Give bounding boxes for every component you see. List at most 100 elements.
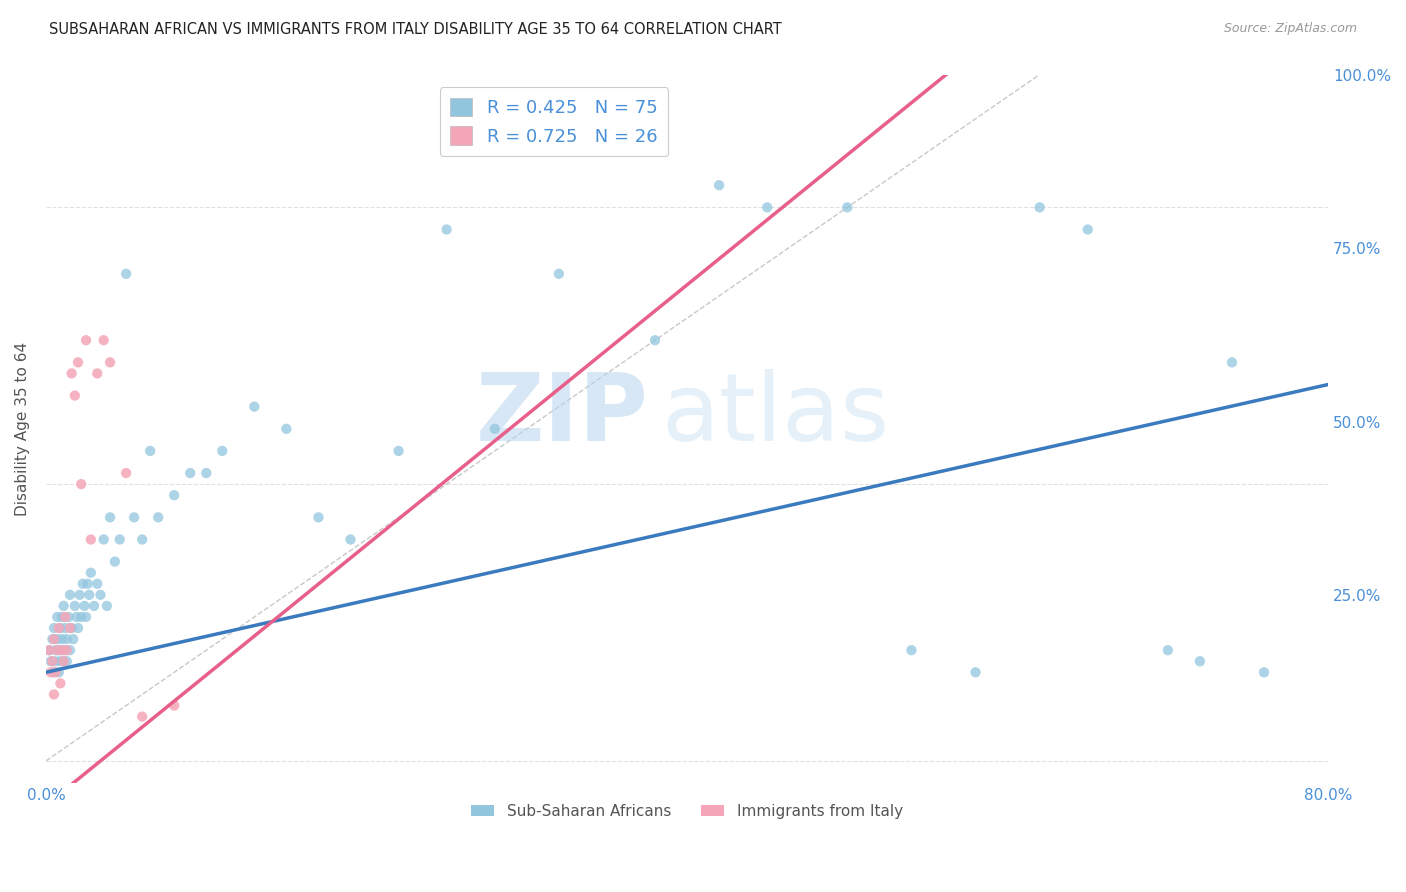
Point [70, 610, 93, 624]
Point [115, 267, 138, 281]
Point [80, 533, 103, 547]
Point [52, 654, 75, 668]
Point [484, 422, 506, 436]
Point [98, 510, 121, 524]
Point [179, 466, 201, 480]
Point [131, 709, 153, 723]
Point [51, 643, 73, 657]
Point [104, 555, 127, 569]
Point [89, 588, 111, 602]
Point [108, 533, 131, 547]
Point [51, 610, 73, 624]
Point [48, 665, 70, 680]
Point [41, 654, 63, 668]
Point [211, 444, 233, 458]
Point [65, 610, 87, 624]
Point [60, 367, 83, 381]
Point [756, 200, 779, 214]
Point [70, 477, 93, 491]
Point [45, 643, 67, 657]
Point [63, 388, 86, 402]
Point [80, 566, 103, 580]
Point [58, 610, 80, 624]
Point [45, 654, 67, 668]
Point [46, 610, 69, 624]
Point [93, 533, 115, 547]
Point [86, 576, 108, 591]
Point [48, 643, 70, 657]
Point [42, 665, 65, 680]
Point [51, 632, 73, 647]
Point [73, 599, 96, 613]
Point [42, 621, 65, 635]
Point [63, 599, 86, 613]
Text: Source: ZipAtlas.com: Source: ZipAtlas.com [1223, 22, 1357, 36]
Point [60, 621, 83, 635]
Point [59, 621, 82, 635]
Point [195, 466, 218, 480]
Point [39, 665, 62, 680]
Point [83, 599, 105, 613]
Point [62, 632, 84, 647]
Point [1220, 355, 1243, 369]
Point [76, 576, 98, 591]
Point [72, 576, 94, 591]
Point [46, 632, 69, 647]
Point [163, 488, 186, 502]
Point [965, 665, 987, 680]
Point [56, 632, 79, 647]
Point [122, 510, 145, 524]
Point [131, 533, 153, 547]
Y-axis label: Disability Age 35 to 64: Disability Age 35 to 64 [15, 342, 30, 516]
Point [49, 621, 72, 635]
Point [46, 643, 69, 657]
Point [75, 333, 97, 347]
Point [837, 200, 859, 214]
Point [56, 643, 79, 657]
Point [1157, 643, 1180, 657]
Text: atlas: atlas [661, 368, 890, 460]
Point [707, 178, 730, 193]
Point [52, 599, 75, 613]
Point [48, 621, 70, 635]
Point [115, 466, 138, 480]
Point [243, 400, 266, 414]
Point [387, 444, 409, 458]
Point [436, 222, 458, 236]
Point [146, 510, 169, 524]
Point [1077, 222, 1099, 236]
Point [276, 422, 298, 436]
Point [75, 610, 97, 624]
Point [96, 599, 118, 613]
Point [52, 654, 75, 668]
Point [86, 367, 108, 381]
Point [59, 643, 82, 657]
Point [49, 676, 72, 690]
Point [1188, 654, 1211, 668]
Point [39, 654, 62, 668]
Point [53, 643, 76, 657]
Point [163, 698, 186, 713]
Point [45, 665, 67, 680]
Point [66, 355, 89, 369]
Point [53, 610, 76, 624]
Point [339, 533, 361, 547]
Point [56, 654, 79, 668]
Point [42, 688, 65, 702]
Point [38, 643, 60, 657]
Point [307, 510, 329, 524]
Point [93, 333, 115, 347]
Point [139, 444, 162, 458]
Text: SUBSAHARAN AFRICAN VS IMMIGRANTS FROM ITALY DISABILITY AGE 35 TO 64 CORRELATION : SUBSAHARAN AFRICAN VS IMMIGRANTS FROM IT… [49, 22, 782, 37]
Point [644, 333, 666, 347]
Point [98, 355, 121, 369]
Point [41, 632, 63, 647]
Point [59, 588, 82, 602]
Point [42, 632, 65, 647]
Point [49, 654, 72, 668]
Point [1253, 665, 1275, 680]
Point [38, 643, 60, 657]
Point [1028, 200, 1050, 214]
Point [69, 588, 91, 602]
Point [900, 643, 922, 657]
